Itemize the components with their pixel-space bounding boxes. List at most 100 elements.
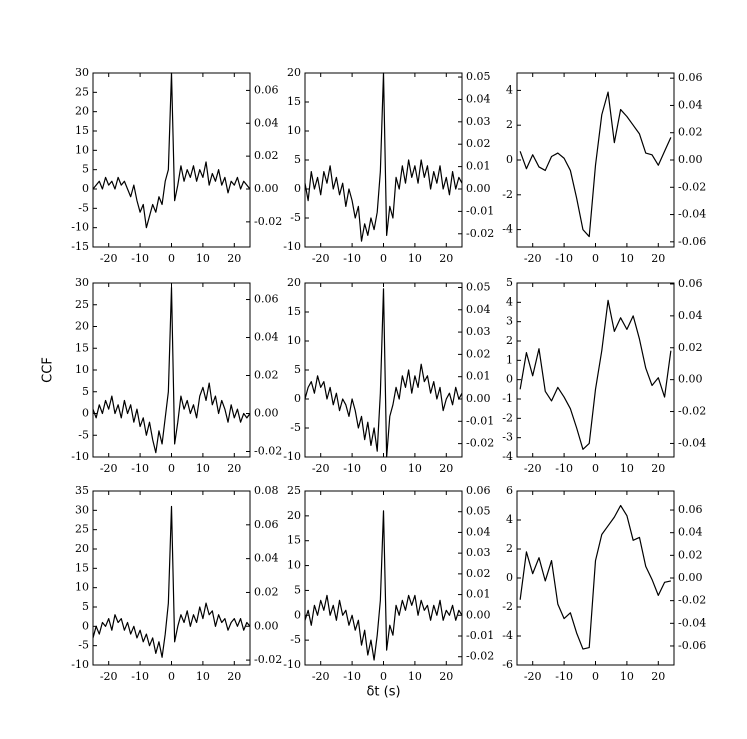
x-tick-label: 0 [380,462,387,475]
x-tick-label: -10 [343,252,361,265]
y-tick-label: 25 [75,523,89,536]
y2-tick-label: 0.00 [678,373,703,386]
y2-tick-label: 0.00 [254,407,279,420]
y2-tick-label: -0.04 [678,616,706,629]
y2-tick-label: 0.02 [466,567,491,580]
y-tick-label: 0 [82,182,89,195]
x-tick-label: 20 [439,462,453,475]
y2-tick-label: 0.03 [466,546,491,559]
y-tick-label: 5 [294,583,301,596]
x-tick-label: -20 [100,252,118,265]
y2-tick-label: 0.04 [678,98,703,111]
y2-tick-label: 0.01 [466,370,491,383]
x-tick-label: 20 [651,252,665,265]
x-tick-label: -10 [131,252,149,265]
y-tick-label: -4 [502,629,513,642]
y-tick-label: 25 [75,298,89,311]
x-tick-label: 10 [620,462,634,475]
y2-tick-label: 0.01 [466,588,491,601]
y-tick-label: -2 [502,188,513,201]
y-tick-label: -10 [283,240,301,253]
x-tick-label: 10 [620,252,634,265]
y2-tick-label: 0.05 [466,280,491,293]
y-tick-label: 20 [75,105,89,118]
y-tick-label: -5 [290,211,301,224]
y-tick-label: 5 [294,153,301,166]
x-tick-label: 0 [380,670,387,683]
x-tick-label: -10 [555,670,573,683]
y-tick-label: 20 [287,509,301,522]
y2-tick-label: -0.01 [466,414,494,427]
y-tick-label: 10 [75,143,89,156]
y-tick-label: 3 [506,315,513,328]
y2-tick-label: 0.06 [678,277,703,290]
y-tick-label: -5 [78,639,89,652]
x-tick-label: -20 [524,670,542,683]
y-tick-label: 10 [287,124,301,137]
y-tick-label: 4 [506,295,513,308]
x-tick-label: 10 [196,670,210,683]
ccf-line [304,510,463,661]
x-tick-label: -20 [100,462,118,475]
y2-tick-label: 0.02 [678,548,703,561]
y-tick-label: -2 [502,600,513,613]
x-tick-label: 0 [592,462,599,475]
y2-tick-label: 0.00 [466,608,491,621]
y-tick-label: -4 [502,450,513,463]
y2-tick-label: -0.02 [254,653,282,666]
x-tick-label: -20 [524,252,542,265]
y2-tick-label: -0.06 [678,235,706,248]
y-tick-label: 0 [506,571,513,584]
y2-tick-label: -0.01 [466,629,494,642]
y2-tick-label: 0.03 [466,115,491,128]
y-tick-label: 5 [506,276,513,289]
y-tick-label: 15 [75,341,89,354]
y2-tick-label: 0.06 [678,503,703,516]
ccf-line [519,91,672,238]
y-tick-label: 10 [75,581,89,594]
y2-tick-label: 0.03 [466,325,491,338]
y-tick-label: 0 [82,619,89,632]
x-tick-label: 10 [620,670,634,683]
y-tick-label: 2 [506,542,513,555]
y-tick-label: 0 [294,182,301,195]
axes-frame [92,72,251,248]
y-tick-label: -4 [502,223,513,236]
x-tick-label: 20 [651,462,665,475]
y2-tick-label: 0.08 [254,484,279,497]
y2-tick-label: 0.04 [254,552,279,565]
y-tick-label: 20 [75,320,89,333]
y2-tick-label: 0.02 [466,137,491,150]
y2-tick-label: 0.02 [254,585,279,598]
x-tick-label: 10 [408,462,422,475]
y-tick-label: 15 [287,534,301,547]
y-tick-label: 5 [82,163,89,176]
y2-tick-label: 0.05 [466,505,491,518]
x-tick-label: 10 [408,252,422,265]
ccf-line [304,72,463,242]
axes-frame [516,72,675,248]
y2-tick-label: 0.00 [466,392,491,405]
y-tick-label: 25 [75,85,89,98]
y2-tick-label: 0.00 [678,571,703,584]
y2-tick-label: 0.02 [254,149,279,162]
y-tick-label: -15 [71,240,89,253]
y-tick-label: 4 [506,513,513,526]
y-tick-label: 25 [287,484,301,497]
y-tick-label: 35 [75,484,89,497]
y2-tick-label: -0.01 [466,204,494,217]
ccf-line [519,299,672,450]
ccf-line [92,286,251,454]
y2-tick-label: 0.02 [678,341,703,354]
y2-tick-label: 0.06 [678,71,703,84]
y-tick-label: -2 [502,411,513,424]
y2-tick-label: -0.02 [466,650,494,663]
y2-tick-label: 0.02 [254,369,279,382]
y2-tick-label: 0.01 [466,160,491,173]
x-tick-label: 0 [168,462,175,475]
y-tick-label: 1 [506,353,513,366]
y2-tick-label: -0.06 [678,639,706,652]
x-tick-label: 20 [227,252,241,265]
y-tick-label: 15 [75,124,89,137]
ccf-line [304,288,463,458]
